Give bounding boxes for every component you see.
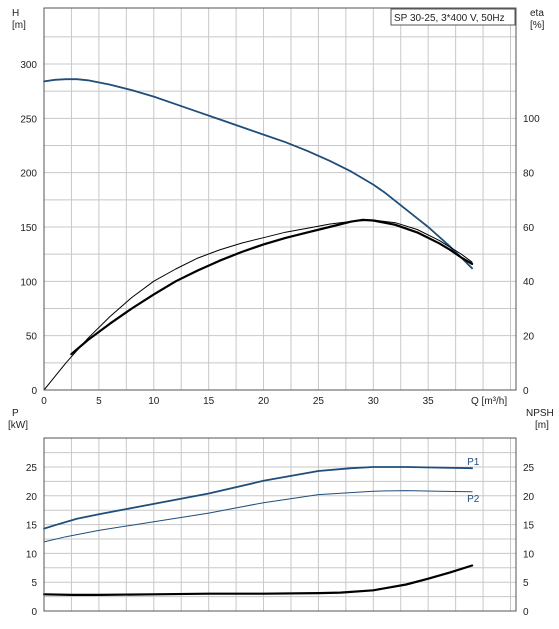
p-tick-label: 5 <box>31 578 37 589</box>
power-npsh-chart: 0 5 10 15 20 25 0 5 10 15 20 25 P1 P2 P [kW] NPSH [… <box>8 408 554 618</box>
x-tick-label: 0 <box>41 396 47 407</box>
h-tick-label: 250 <box>20 114 37 125</box>
eta-tick-label: 0 <box>523 386 529 397</box>
h-tick-label: 150 <box>20 223 37 234</box>
h-tick-label: 50 <box>26 332 38 343</box>
eta-tick-label: 40 <box>523 277 535 288</box>
top-series <box>43 78 474 391</box>
head-efficiency-chart: 0 5 10 15 20 25 30 35 0 50 100 150 200 250 300 0 20 40 6… <box>12 7 545 407</box>
h-axis-unit: [m] <box>12 20 26 31</box>
series-label-p1: P1 <box>467 457 480 468</box>
top-y-right-tick-labels: 0 20 40 60 80 100 <box>523 114 540 397</box>
npsh-tick-label: 10 <box>523 549 535 560</box>
p-axis-label: P <box>12 408 19 419</box>
top-x-tick-labels: 0 5 10 15 20 25 30 35 <box>41 396 434 407</box>
bottom-grid <box>44 438 516 611</box>
h-axis-label: H <box>12 8 19 19</box>
p-tick-label: 15 <box>26 521 38 532</box>
top-plot-area <box>44 8 516 390</box>
x-tick-label: 30 <box>368 396 380 407</box>
series-eta-thin-line <box>43 219 473 391</box>
top-plot-frame <box>43 7 517 391</box>
eta-tick-label: 80 <box>523 168 535 179</box>
chart-title-box <box>390 8 516 26</box>
eta-tick-label: 100 <box>523 114 540 125</box>
h-tick-label: 100 <box>20 277 37 288</box>
top-y-left-tick-labels: 0 50 100 150 200 250 300 <box>20 60 37 397</box>
series-p1-line <box>43 466 473 530</box>
top-grid <box>44 8 516 390</box>
bottom-y-right-tick-labels: 0 5 10 15 20 25 <box>523 463 535 618</box>
bottom-plot-frame <box>43 437 517 612</box>
bottom-series <box>42 466 474 596</box>
series-p2-line <box>43 490 473 543</box>
npsh-tick-label: 15 <box>523 521 535 532</box>
x-tick-label: 5 <box>96 396 102 407</box>
bottom-series-labels: P1 P2 <box>467 457 480 505</box>
h-tick-label: 300 <box>20 60 37 71</box>
bottom-y-left-tick-labels: 0 5 10 15 20 25 <box>26 463 38 618</box>
x-tick-label: 25 <box>313 396 325 407</box>
p-tick-label: 10 <box>26 549 38 560</box>
h-tick-label: 0 <box>31 386 37 397</box>
npsh-axis-label: NPSH <box>526 408 554 419</box>
npsh-tick-label: 20 <box>523 492 535 503</box>
eta-axis-unit: [%] <box>530 20 545 31</box>
eta-axis-label: eta <box>530 8 544 19</box>
q-axis-label: Q [m³/h] <box>471 396 507 407</box>
x-tick-label: 10 <box>148 396 160 407</box>
series-eta-thick-line <box>70 218 474 356</box>
npsh-tick-label: 25 <box>523 463 535 474</box>
x-tick-label: 20 <box>258 396 270 407</box>
p-tick-label: 20 <box>26 492 38 503</box>
x-tick-label: 15 <box>203 396 215 407</box>
chart-title: SP 30-25, 3*400 V, 50Hz <box>394 13 505 24</box>
series-npsh-line <box>42 564 474 596</box>
p-tick-label: 0 <box>31 607 37 618</box>
p-axis-unit: [kW] <box>8 420 28 431</box>
npsh-axis-unit: [m] <box>535 420 549 431</box>
npsh-tick-label: 0 <box>523 607 529 618</box>
p-tick-label: 25 <box>26 463 38 474</box>
series-H-line <box>43 78 473 270</box>
eta-tick-label: 60 <box>523 223 535 234</box>
x-tick-label: 35 <box>423 396 435 407</box>
eta-tick-label: 20 <box>523 332 535 343</box>
h-tick-label: 200 <box>20 169 37 180</box>
series-label-p2: P2 <box>467 494 480 505</box>
npsh-tick-label: 5 <box>523 578 529 589</box>
